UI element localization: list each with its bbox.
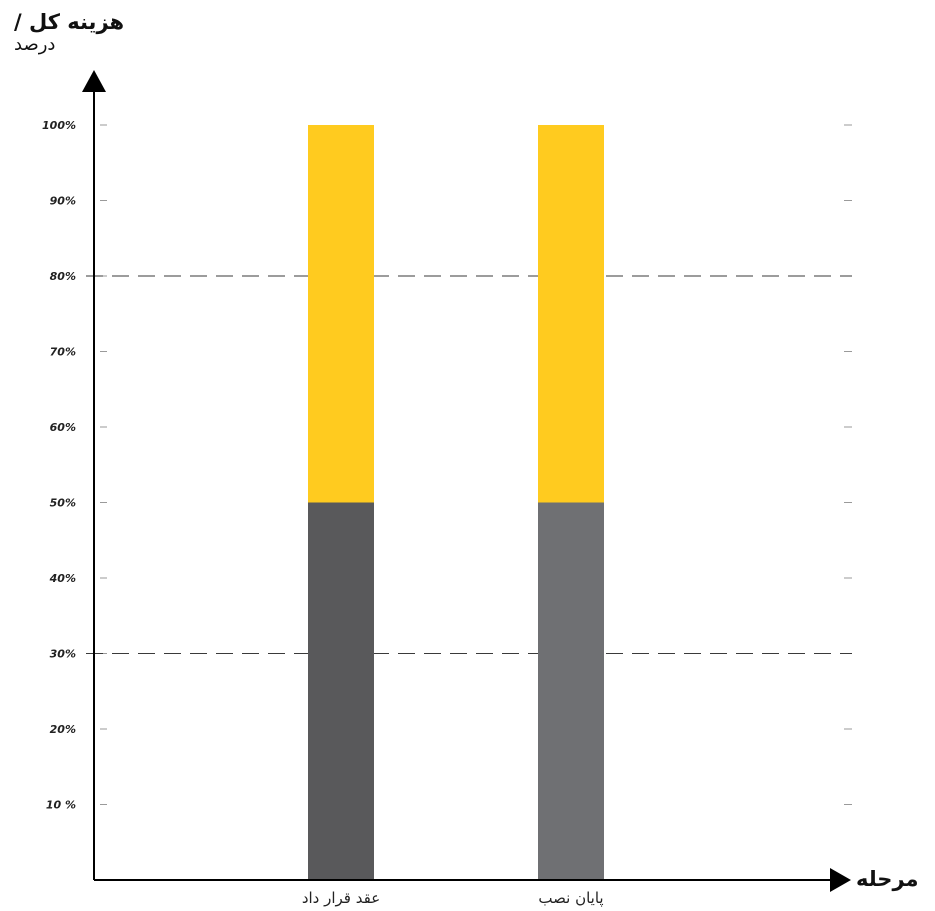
bar-segment: [308, 125, 374, 503]
y-tick-label: 40%: [49, 572, 76, 585]
x-axis-title: مرحله: [856, 867, 919, 891]
reference-lines: [86, 275, 852, 654]
y-tick-label: 60%: [50, 421, 76, 434]
y-tick-label: 80%: [50, 270, 76, 283]
y-axis-subtitle: درصد: [14, 34, 56, 55]
y-tick-label: 30%: [50, 648, 76, 661]
y-tick-label: 90%: [50, 195, 76, 208]
y-tick-label: 100%: [42, 119, 76, 132]
y-tick-label: 10 %: [46, 799, 76, 812]
x-tick-label: عقد قرار داد: [302, 889, 380, 907]
y-tick-label: 50%: [50, 497, 76, 510]
x-tick-label: پایان نصب: [538, 889, 603, 908]
y-tick-label: 20%: [50, 723, 76, 736]
x-axis-arrow: [830, 868, 851, 892]
y-axis-title: هزینه کل /: [14, 10, 125, 34]
bar-segment: [538, 125, 604, 503]
bar-segment: [538, 502, 604, 880]
bars: [308, 125, 604, 880]
axes: [82, 70, 851, 892]
x-tick-labels: عقد قرار داد پایان نصب: [302, 889, 604, 908]
y-ticks: 10 % 20% 30% 40% 50% 60% 70% 80% 90% 100%: [42, 119, 852, 812]
y-tick-label: 70%: [50, 346, 76, 359]
y-axis-arrow: [82, 70, 106, 92]
bar-segment: [308, 502, 374, 880]
